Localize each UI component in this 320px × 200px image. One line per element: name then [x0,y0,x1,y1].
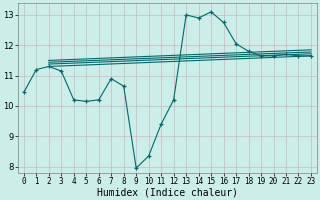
X-axis label: Humidex (Indice chaleur): Humidex (Indice chaleur) [97,187,238,197]
